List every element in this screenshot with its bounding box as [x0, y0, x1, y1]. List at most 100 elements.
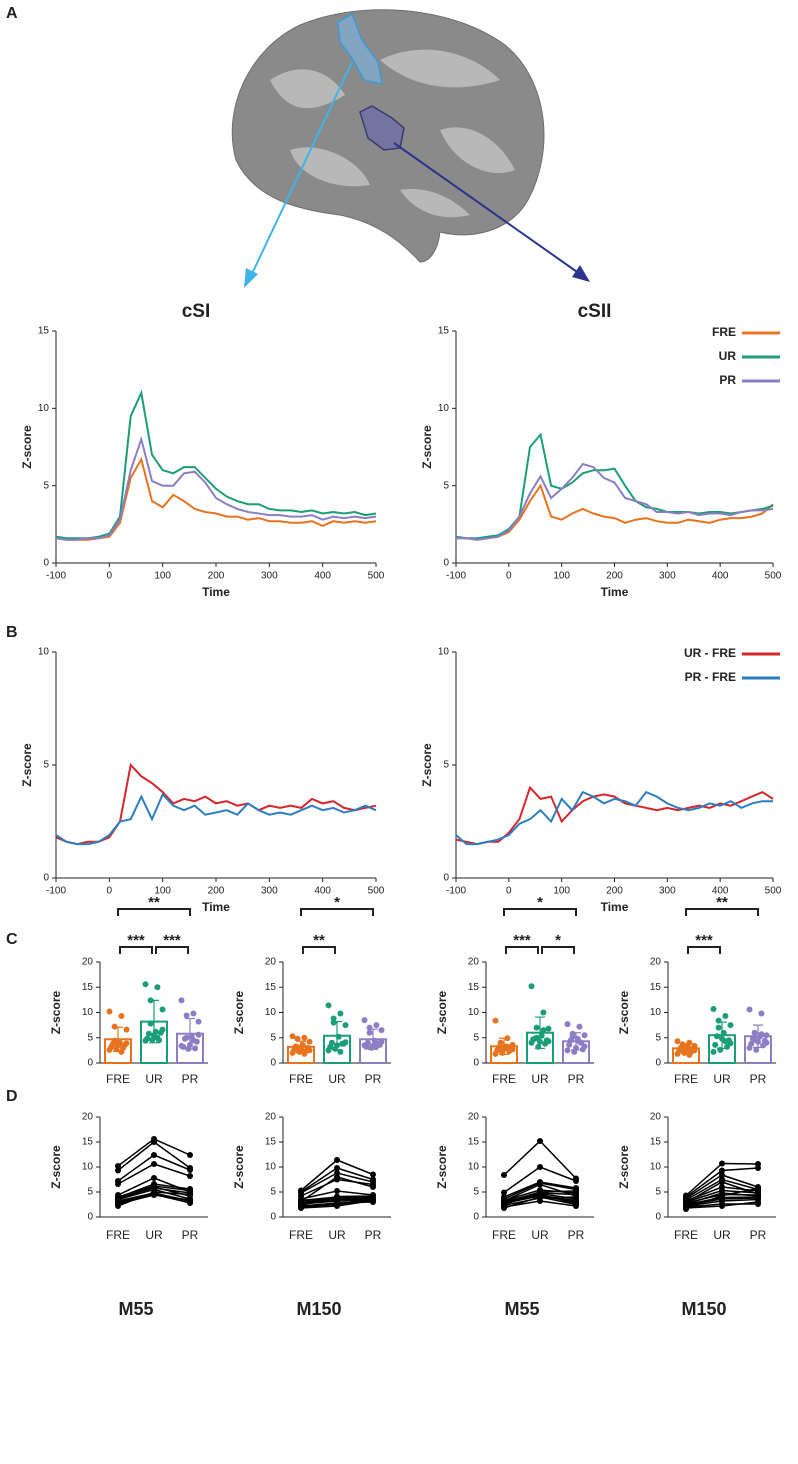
csi-arrow — [249, 61, 353, 279]
data-point — [123, 1026, 130, 1033]
x-tick-label: 300 — [261, 571, 278, 582]
data-point — [190, 1010, 197, 1017]
subject-point — [151, 1152, 157, 1158]
data-point — [111, 1037, 118, 1044]
series-line — [55, 762, 377, 846]
data-point — [751, 1036, 758, 1043]
subject-point — [334, 1188, 340, 1194]
y-tick-label: 20 — [82, 1112, 94, 1123]
x-tick-label: 400 — [314, 571, 331, 582]
x-tick-label: PR — [182, 1228, 199, 1242]
x-axis-label: Time — [202, 585, 230, 599]
x-axis-label: Time — [202, 900, 230, 914]
data-point — [710, 1048, 717, 1055]
panel-label: A — [6, 5, 18, 22]
data-point — [535, 1043, 542, 1050]
series-line — [55, 435, 377, 541]
data-point — [159, 1006, 166, 1013]
data-point — [758, 1031, 765, 1038]
data-point — [509, 1046, 516, 1053]
data-point — [183, 1034, 190, 1041]
legend-label: PR - FRE — [685, 670, 736, 684]
y-tick-label: 0 — [43, 558, 49, 569]
significance-bracket — [505, 946, 539, 954]
csi-arrowhead — [244, 268, 258, 288]
data-point — [192, 1045, 199, 1052]
subject-point — [370, 1171, 376, 1178]
data-point — [753, 1046, 760, 1053]
x-tick-label: -100 — [446, 886, 466, 897]
x-tick-label: 500 — [368, 571, 385, 582]
y-tick-label: 20 — [650, 1112, 662, 1123]
data-point — [325, 1002, 332, 1009]
y-axis-label: Z-score — [420, 743, 434, 787]
y-tick-label: 5 — [655, 1032, 661, 1043]
x-tick-label: FRE — [106, 1072, 130, 1086]
data-point — [296, 1048, 303, 1055]
data-point — [686, 1051, 693, 1058]
subject-point — [370, 1197, 376, 1204]
y-axis-label: Z-score — [617, 991, 631, 1035]
significance-bracket — [541, 946, 575, 954]
y-axis-label: Z-score — [435, 1145, 449, 1189]
x-tick-label: UR — [713, 1228, 731, 1242]
y-tick-label: 10 — [38, 403, 50, 414]
x-tick-label: 200 — [208, 886, 225, 897]
x-tick-label: 100 — [154, 571, 171, 582]
data-point — [710, 1005, 717, 1012]
column-caption: M150 — [296, 1299, 341, 1319]
y-tick-label: 5 — [443, 760, 449, 771]
data-point — [746, 1006, 753, 1013]
data-point — [722, 1038, 729, 1045]
data-point — [492, 1050, 499, 1057]
subject-point — [115, 1203, 121, 1209]
y-tick-label: 10 — [265, 1007, 277, 1018]
subject-line — [503, 1139, 577, 1180]
x-axis-label: Time — [601, 900, 629, 914]
y-tick-label: 20 — [265, 957, 277, 968]
y-tick-label: 15 — [468, 1137, 480, 1148]
significance-label: ** — [313, 932, 325, 949]
data-point — [289, 1049, 296, 1056]
data-point — [147, 997, 154, 1004]
legend-label: PR — [719, 373, 736, 387]
data-point — [185, 1045, 192, 1052]
series-line — [55, 456, 377, 541]
subject-point — [187, 1197, 193, 1203]
legend-label: FRE — [712, 325, 736, 339]
subject-point — [755, 1194, 761, 1200]
subject-point — [115, 1181, 121, 1187]
data-point — [190, 1037, 197, 1044]
data-point — [751, 1029, 758, 1036]
subject-point — [719, 1172, 725, 1178]
data-point — [499, 1049, 506, 1056]
subject-point — [573, 1178, 579, 1184]
data-point — [154, 1034, 161, 1041]
subject-point — [573, 1193, 579, 1199]
subject-point — [115, 1167, 121, 1174]
data-point — [178, 1042, 185, 1049]
subject-point — [151, 1181, 157, 1187]
data-point — [581, 1032, 588, 1039]
data-point — [306, 1047, 313, 1054]
data-point — [576, 1038, 583, 1045]
significance-label: *** — [695, 932, 713, 949]
data-point — [325, 1047, 332, 1054]
subject-point — [334, 1193, 340, 1200]
data-point — [528, 1039, 535, 1046]
data-point — [681, 1049, 688, 1056]
y-tick-label: 15 — [265, 1137, 277, 1148]
subject-point — [334, 1174, 340, 1180]
x-tick-label: 500 — [765, 571, 782, 582]
data-point — [342, 1022, 349, 1029]
significance-label: *** — [127, 932, 145, 949]
significance-label: * — [555, 932, 561, 949]
subject-point — [334, 1157, 340, 1163]
data-point — [373, 1022, 380, 1029]
subject-point — [334, 1165, 340, 1171]
x-tick-label: UR — [531, 1072, 549, 1086]
data-point — [337, 1048, 344, 1055]
x-tick-label: 400 — [314, 886, 331, 897]
data-point — [537, 1038, 543, 1045]
y-tick-label: 5 — [87, 1187, 93, 1198]
